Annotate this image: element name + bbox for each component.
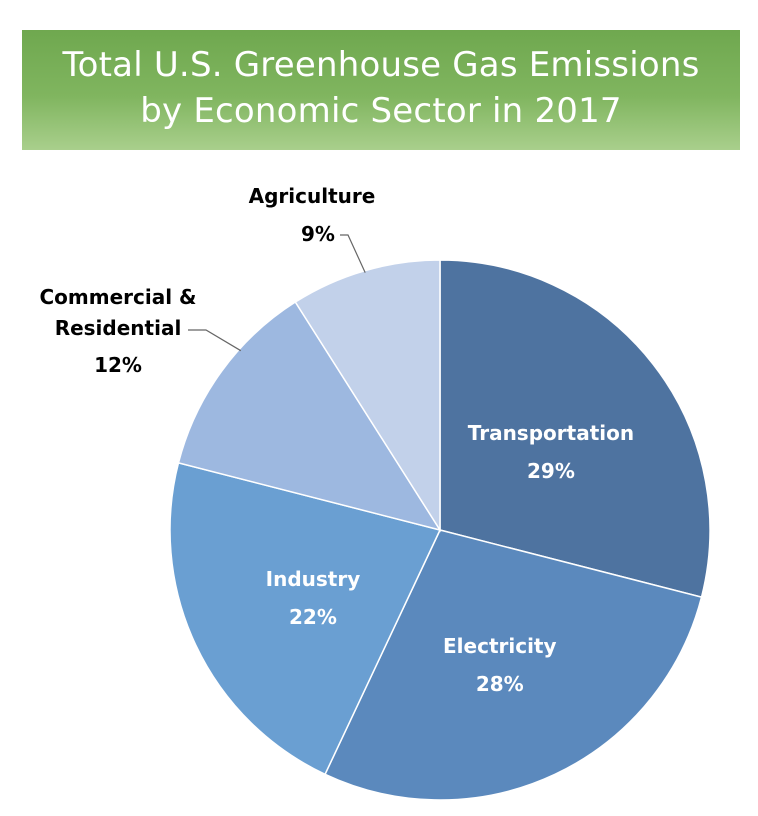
slice-label-transportation: Transportation	[468, 421, 634, 445]
chart-title-line-2: by Economic Sector in 2017	[140, 91, 622, 131]
slice-value-industry: 22%	[289, 605, 337, 629]
slice-label-electricity: Electricity	[443, 634, 557, 658]
slice-label-commercial-and-residential-line-2: Residential	[55, 316, 182, 340]
slice-value-commercial-and-residential: 12%	[94, 353, 142, 377]
slice-value-agriculture: 9%	[301, 222, 335, 246]
leader-line-agriculture	[340, 234, 366, 273]
leader-line-commercial-and-residential	[188, 329, 242, 352]
slice-label-agriculture: Agriculture	[249, 184, 376, 208]
chart-title-line-1: Total U.S. Greenhouse Gas Emissions	[62, 45, 700, 85]
pie-slice-electricity	[324, 529, 703, 801]
title-banner: Total U.S. Greenhouse Gas Emissions by E…	[22, 30, 740, 150]
slice-label-industry: Industry	[266, 567, 361, 591]
slice-label-commercial-and-residential-line-1: Commercial &	[40, 285, 197, 309]
slice-value-transportation: 29%	[527, 459, 575, 483]
pie-slice-transportation	[439, 259, 711, 599]
slice-labels: Transportation 29% Electricity 28% Industry 2…	[40, 184, 635, 696]
pie-slices	[169, 259, 711, 801]
leader-lines	[188, 234, 366, 352]
pie-slice-industry	[169, 461, 442, 776]
slice-value-electricity: 28%	[476, 672, 524, 696]
pie-slice-commercial-and-residential	[177, 300, 442, 532]
